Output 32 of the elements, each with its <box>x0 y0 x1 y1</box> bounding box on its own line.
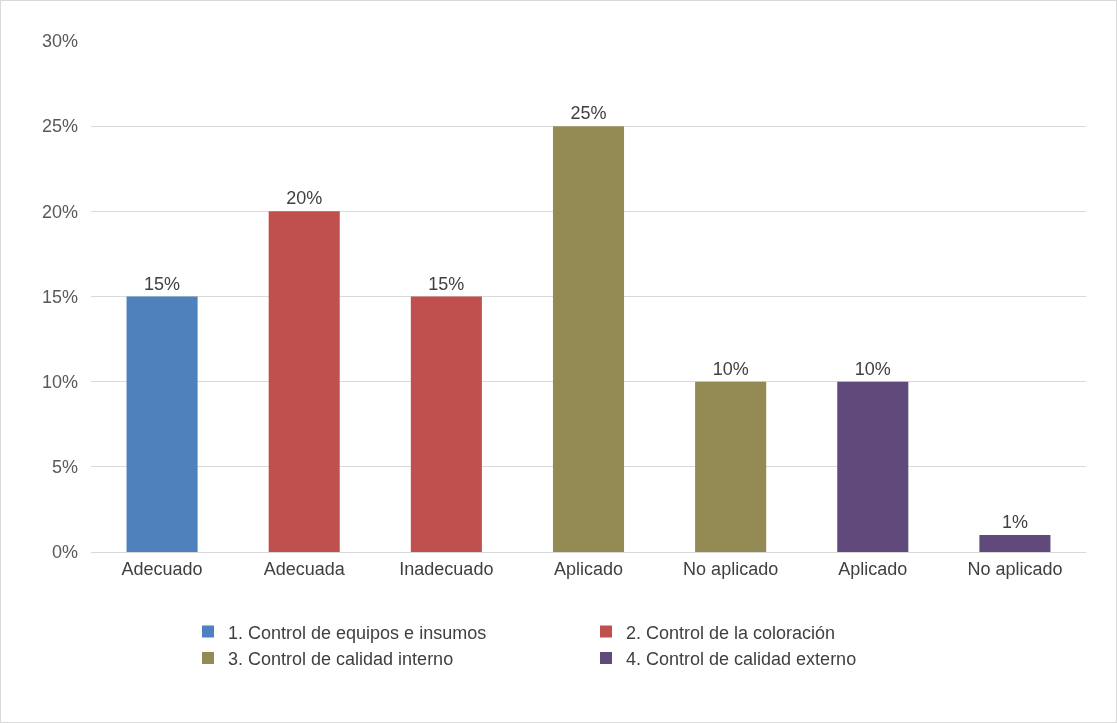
y-tick-label: 20% <box>41 201 78 222</box>
data-label: 20% <box>286 188 323 209</box>
bar <box>695 381 767 552</box>
x-tick-label: Aplicado <box>838 558 908 579</box>
data-label: 10% <box>712 358 749 379</box>
data-label: 1% <box>1001 511 1028 532</box>
bar <box>410 296 482 552</box>
x-tick-label: No aplicado <box>967 558 1063 579</box>
legend-label: 2. Control de la coloración <box>626 622 836 643</box>
legend-label: 1. Control de equipos e insumos <box>228 622 487 643</box>
legend-label: 3. Control de calidad interno <box>228 648 454 669</box>
legend-label: 4. Control de calidad externo <box>626 648 857 669</box>
y-tick-label: 0% <box>51 542 78 563</box>
x-tick-label: No aplicado <box>683 558 779 579</box>
x-tick-label: Adecuada <box>263 558 346 579</box>
bar <box>268 211 340 552</box>
y-tick-label: 30% <box>41 31 78 52</box>
bar <box>837 381 909 552</box>
x-tick-label: Inadecuado <box>399 558 494 579</box>
data-label: 25% <box>570 103 607 124</box>
data-label: 10% <box>854 358 891 379</box>
y-tick-label: 10% <box>41 371 78 392</box>
y-tick-label: 15% <box>41 286 78 307</box>
x-tick-label: Adecuado <box>121 558 203 579</box>
x-tick-label: Aplicado <box>553 558 624 579</box>
y-tick-label: 5% <box>51 457 78 478</box>
bar <box>552 126 625 552</box>
bar <box>979 534 1051 552</box>
y-tick-label: 25% <box>41 116 78 137</box>
data-label: 15% <box>428 273 465 294</box>
data-label: 15% <box>144 273 181 294</box>
bar <box>126 296 198 552</box>
